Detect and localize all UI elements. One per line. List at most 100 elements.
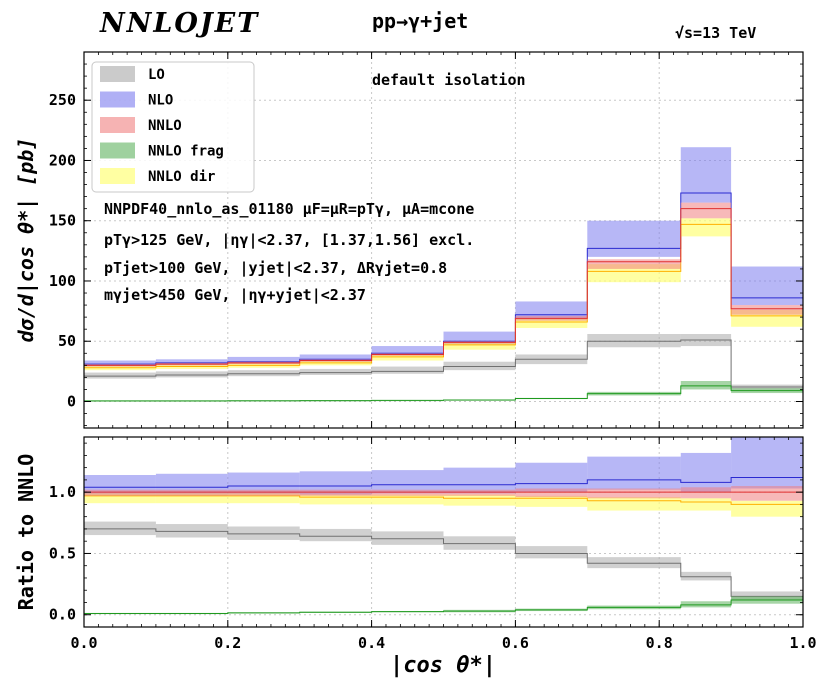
ratio-nnlo-band — [731, 486, 803, 501]
legend-label-nlo: NLO — [148, 93, 173, 109]
ratio-nnlo-dir-band — [155, 493, 228, 504]
top-y-tick-label: 100 — [49, 272, 76, 290]
top-lo-band — [155, 371, 228, 378]
ratio-nnlo-band — [587, 488, 681, 499]
ratio-nnlo-dir-band — [443, 494, 516, 506]
top-lo-band — [84, 372, 156, 379]
ratio-nnlo-band — [299, 489, 372, 496]
ratio-nnlo-dir-band — [587, 497, 681, 511]
top-nnlo-frag-line — [84, 385, 803, 402]
ratio-nnlo-dir-band — [731, 500, 803, 517]
y-axis-label: dσ/d|cos θ*| [pb] — [14, 138, 38, 343]
top-nlo-band — [299, 354, 372, 362]
top-y-tick-label: 150 — [49, 212, 76, 230]
legend-swatch-nnlo — [100, 117, 135, 133]
top-lo-band — [227, 370, 300, 377]
legend-label-nnlo: NNLO — [148, 118, 182, 134]
ratio-lo-band — [155, 524, 228, 538]
top-nnlo-line — [84, 208, 803, 366]
top-series-nnlo-frag — [84, 381, 803, 402]
ratio-lo-band — [680, 571, 732, 581]
x-tick-label: 1.0 — [789, 634, 816, 652]
legend-label-lo: LO — [148, 67, 165, 83]
ratio-lo-band — [371, 531, 444, 545]
jet-cut-label: pTjet>100 GeV, |yjet|<2.37, ΔRγjet=0.8 — [104, 259, 447, 278]
ratio-nnlo-dir-band — [680, 498, 732, 511]
ratio-y-tick-label: 1.0 — [49, 483, 76, 501]
top-lo-band — [587, 334, 681, 348]
top-y-tick-label: 200 — [49, 151, 76, 169]
top-y-tick-label: 0 — [67, 392, 76, 410]
ratio-series-nlo — [84, 437, 803, 496]
ratio-nnlo-band — [515, 488, 588, 498]
ratio-nlo-band — [299, 471, 372, 495]
ratio-nlo-band — [587, 456, 681, 490]
ratio-y-tick-label: 0.5 — [49, 544, 76, 562]
legend-label-nnlo-dir: NNLO dir — [148, 169, 215, 185]
ratio-nnlo-frag-band — [680, 601, 732, 608]
ratio-nlo-line — [84, 476, 803, 488]
ratio-lo-band — [299, 528, 372, 542]
x-tick-label: 0.2 — [214, 634, 241, 652]
top-nnlo-dir-band — [371, 354, 444, 361]
legend-swatch-nlo — [100, 91, 135, 108]
top-nnlo-dir-band — [443, 342, 516, 350]
mass-cut-label: mγjet>450 GeV, |ηγ+yjet|<2.37 — [104, 286, 366, 305]
top-nlo-band — [731, 266, 803, 306]
ratio-nnlo-band — [680, 487, 732, 499]
top-nlo-band — [680, 147, 732, 203]
energy-label: √s=13 TeV — [675, 24, 756, 42]
top-nlo-band — [227, 356, 300, 365]
legend-swatch-lo — [100, 66, 135, 82]
ratio-nnlo-frag-line — [84, 599, 803, 615]
ratio-nlo-band — [443, 467, 516, 494]
top-nnlo-band — [587, 259, 681, 269]
photon-cut-label: pTγ>125 GeV, |ηγ|<2.37, [1.37,1.56] excl… — [104, 231, 474, 250]
ratio-nnlo-band — [155, 489, 228, 496]
x-tick-label: 0.8 — [646, 634, 673, 652]
ratio-nlo-band — [731, 437, 803, 489]
top-nnlo-dir-band — [680, 218, 732, 237]
top-y-tick-label: 250 — [49, 91, 76, 109]
ratio-nlo-band — [680, 452, 732, 493]
top-nnlo-frag-band — [680, 381, 732, 390]
ratio-nnlo-band — [443, 489, 516, 496]
top-series-lo — [84, 334, 803, 390]
ratio-nlo-band — [227, 472, 300, 495]
ratio-nlo-band — [371, 470, 444, 494]
top-lo-band — [299, 368, 372, 375]
ratio-nlo-band — [515, 462, 588, 493]
ratio-lo-line — [84, 528, 803, 597]
ratio-nnlo-band — [371, 489, 444, 496]
ratio-lo-band — [731, 591, 803, 601]
ratio-series-nnlo-dir — [84, 493, 803, 517]
top-y-tick-label: 50 — [58, 332, 76, 350]
x-tick-label: 0.6 — [502, 634, 529, 652]
top-panel: 0 50 100 150 200 250 — [49, 51, 804, 429]
top-nlo-band — [84, 360, 156, 367]
ratio-y-axis-label: Ratio to NNLO — [14, 454, 38, 611]
ratio-panel: 0.0 0.5 1.0 0.0 0.2 0.4 0.6 0.8 1.0 — [49, 436, 817, 652]
ratio-nnlo-dir-band — [515, 495, 588, 507]
ratio-nnlo-dir-band — [227, 493, 300, 504]
ratio-nnlo-dir-band — [299, 494, 372, 505]
top-lo-band — [443, 361, 516, 371]
top-nnlo-band — [731, 305, 803, 315]
legend: LO NLO NNLO NNLO frag NNLO dir — [91, 61, 255, 193]
top-series-nnlo — [84, 202, 803, 367]
ratio-nnlo-band — [227, 489, 300, 496]
ratio-series-nnlo — [84, 486, 803, 501]
ratio-lo-band — [443, 536, 516, 550]
process-label: pp→γ+jet — [372, 9, 468, 33]
legend-swatch-nnlo-frag — [100, 142, 135, 159]
top-nlo-band — [155, 359, 228, 366]
ratio-series-lo — [84, 521, 803, 601]
legend-label-nnlo-frag: NNLO frag — [148, 144, 224, 160]
top-lo-line — [84, 339, 803, 388]
ratio-nnlo-dir-line — [84, 495, 803, 505]
top-nnlo-band — [680, 202, 732, 219]
top-nlo-band — [371, 346, 444, 356]
ratio-nnlo-dir-band — [84, 493, 156, 504]
x-axis-label: |cos θ*| — [390, 653, 496, 678]
